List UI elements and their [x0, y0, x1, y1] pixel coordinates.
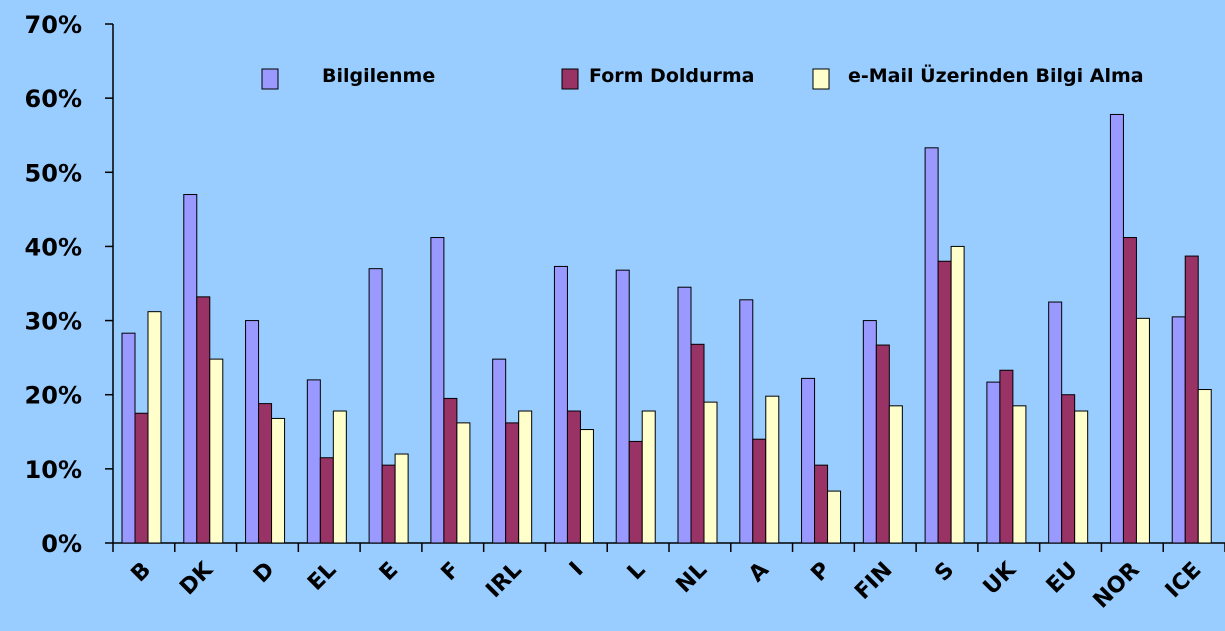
y-tick-label: 60%: [25, 85, 82, 113]
y-tick-label: 20%: [25, 382, 82, 410]
bar: [999, 369, 1014, 544]
legend-label: e-Mail Üzerinden Bilgi Alma: [848, 63, 1144, 87]
bar: [443, 397, 458, 544]
legend-label: Bilgilenme: [322, 65, 435, 87]
bar: [937, 260, 952, 544]
bar: [1048, 301, 1063, 544]
bar: [703, 401, 718, 544]
bar: [765, 395, 780, 544]
y-tick-label: 70%: [25, 11, 82, 39]
bar: [566, 410, 581, 544]
bar: [1109, 113, 1124, 544]
y-tick-label: 50%: [25, 159, 82, 187]
bar: [827, 490, 842, 544]
bar: [505, 422, 520, 544]
bar: [690, 343, 705, 544]
bar: [553, 265, 568, 544]
bar: [134, 412, 149, 544]
bar: [1074, 410, 1089, 544]
bar: [368, 268, 383, 544]
bar: [579, 429, 594, 544]
y-tick-label: 30%: [25, 308, 82, 336]
bar: [814, 464, 829, 544]
bar: [258, 403, 273, 544]
bar: [801, 377, 816, 544]
bar: [628, 440, 643, 544]
legend-swatch: [812, 68, 830, 90]
bar: [332, 410, 347, 544]
bar: [924, 147, 939, 544]
bar: [615, 269, 630, 544]
legend: Bilgilenme Form Doldurma e-Mail Üzerinden …: [261, 63, 1144, 90]
bar: [1171, 316, 1186, 544]
bar: [196, 296, 211, 544]
bar: [306, 379, 321, 544]
bar: [986, 381, 1001, 544]
bar: [739, 299, 754, 544]
legend-swatch: [261, 68, 279, 90]
bar: [875, 344, 890, 544]
bar: [1197, 389, 1212, 544]
legend-swatch: [561, 68, 579, 90]
bar: [752, 438, 767, 544]
bar: [319, 457, 334, 544]
bar: [1061, 394, 1076, 544]
bar: [862, 320, 877, 544]
bar: [430, 237, 445, 544]
bar: [381, 464, 396, 544]
bars: [121, 113, 1212, 544]
y-tick-label: 10%: [25, 456, 82, 484]
y-tick-label: 0%: [41, 530, 82, 558]
y-tick-label: 40%: [25, 233, 82, 261]
bar: [1135, 317, 1150, 544]
bar: [394, 453, 409, 544]
bar: [1184, 255, 1199, 544]
bar: [492, 358, 507, 544]
bar: [518, 410, 533, 544]
legend-label: Form Doldurma: [589, 65, 755, 87]
bar: [1122, 237, 1137, 544]
bar: [950, 245, 965, 544]
bar: [1012, 405, 1027, 544]
y-axis: 0% 10% 20% 30% 40% 50% 60% 70%: [25, 11, 114, 558]
bar: [245, 320, 260, 544]
bar: [271, 417, 286, 544]
bar: [147, 311, 162, 544]
bar: [183, 194, 198, 544]
bar: [888, 405, 903, 544]
bar: [677, 286, 692, 544]
bar: [456, 422, 471, 544]
bar: [121, 332, 136, 544]
bar: [641, 410, 656, 544]
bar: [209, 358, 224, 544]
